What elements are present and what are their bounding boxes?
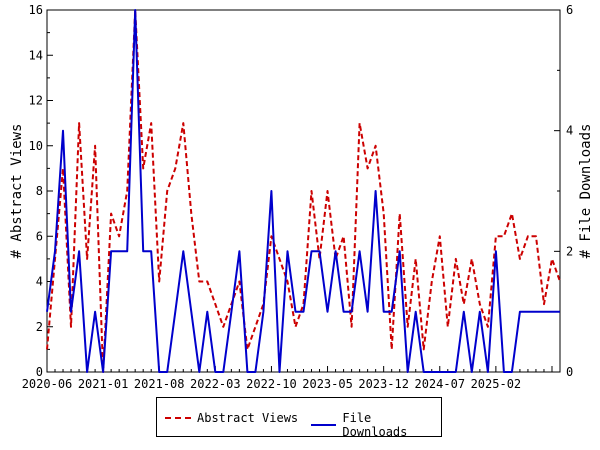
legend: Abstract Views File Downloads bbox=[156, 397, 442, 439]
y-right-tick-label: 6 bbox=[566, 3, 573, 17]
x-tick-label: 2022-03 bbox=[190, 377, 241, 391]
y-left-tick-label: 14 bbox=[29, 48, 43, 62]
x-tick-label: 2023-12 bbox=[358, 377, 409, 391]
x-tick-label: 2020-06 bbox=[22, 377, 73, 391]
legend-label-file-downloads: File Downloads bbox=[342, 411, 408, 439]
y-left-tick-label: 0 bbox=[36, 365, 43, 379]
x-tick-label: 2024-07 bbox=[414, 377, 465, 391]
y-axis-right-title: # File Downloads bbox=[578, 124, 594, 259]
plot-area bbox=[46, 9, 561, 373]
x-tick-label: 2021-08 bbox=[134, 377, 185, 391]
y-left-tick-label: 6 bbox=[36, 229, 43, 243]
y-left-tick-label: 16 bbox=[29, 3, 43, 17]
series-line-file-downloads bbox=[46, 9, 560, 373]
x-tick-label: 2023-05 bbox=[302, 377, 353, 391]
y-right-tick-label: 4 bbox=[566, 124, 573, 138]
y-left-tick-label: 12 bbox=[29, 94, 43, 108]
y-axis-right: 0 2 4 6 bbox=[554, 3, 573, 379]
x-tick-label: 2025-02 bbox=[471, 377, 522, 391]
y-axis-left-title: # Abstract Views bbox=[9, 124, 25, 259]
series-layer bbox=[46, 9, 561, 373]
y-axis-left: 0 2 4 6 8 10 12 14 16 bbox=[29, 3, 53, 379]
y-left-tick-label: 2 bbox=[36, 320, 43, 334]
y-right-tick-label: 2 bbox=[566, 244, 573, 258]
y-left-tick-label: 10 bbox=[29, 139, 43, 153]
legend-label-abstract-views: Abstract Views bbox=[197, 411, 299, 425]
y-right-tick-label: 0 bbox=[566, 365, 573, 379]
y-left-tick-label: 8 bbox=[36, 184, 43, 198]
legend-swatch-file-downloads bbox=[311, 424, 337, 426]
legend-item-abstract-views: Abstract Views bbox=[165, 411, 298, 425]
y-left-tick-label: 4 bbox=[36, 275, 43, 289]
legend-item-file-downloads: File Downloads bbox=[311, 411, 441, 439]
x-tick-label: 2021-01 bbox=[78, 377, 129, 391]
legend-swatch-abstract-views bbox=[165, 417, 191, 419]
x-tick-label: 2022-10 bbox=[246, 377, 297, 391]
